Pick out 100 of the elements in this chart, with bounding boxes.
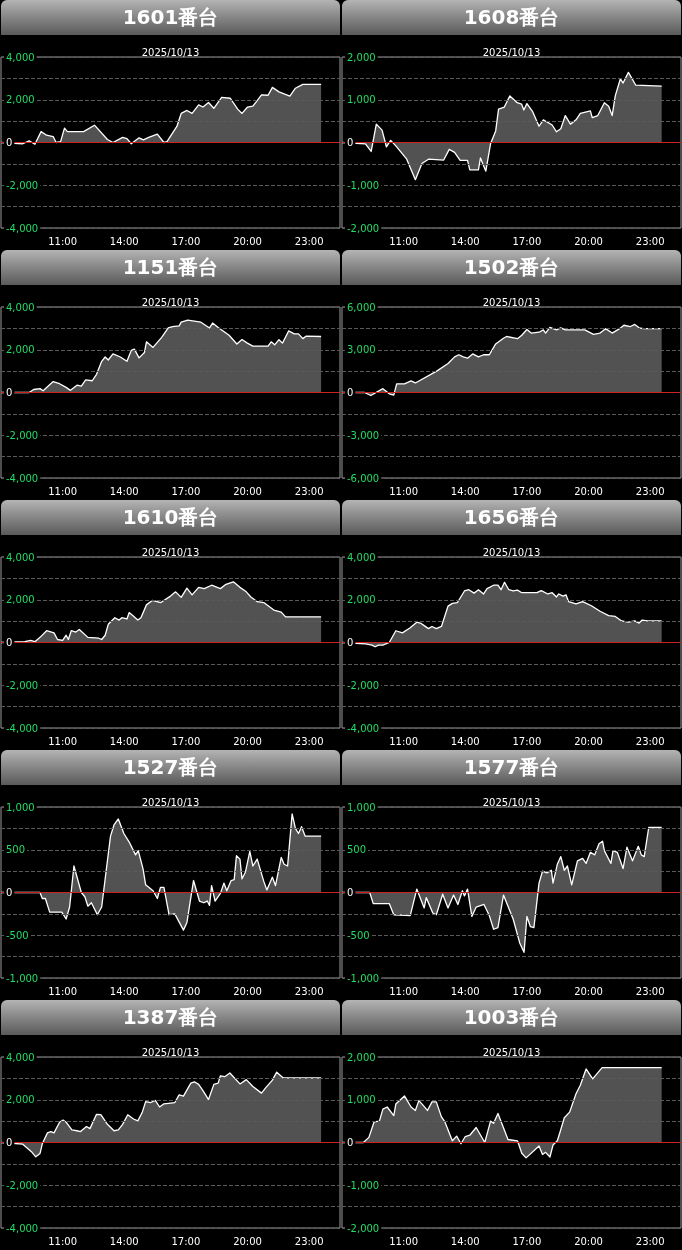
x-tick-label: 17:00 — [171, 1235, 201, 1247]
x-tick-label: 23:00 — [635, 985, 665, 997]
x-tick-label: 14:00 — [450, 1235, 480, 1247]
y-tick-label: 4,000 — [6, 301, 35, 313]
chart-subtitle: 2025/10/13 — [141, 546, 200, 558]
chart-subtitle: 2025/10/13 — [482, 296, 541, 308]
y-tick-label: 2,000 — [6, 344, 35, 356]
x-tick-label: 14:00 — [109, 1235, 139, 1247]
x-tick-label: 17:00 — [512, 235, 542, 247]
x-tick-label: 20:00 — [574, 735, 603, 747]
x-tick-label: 14:00 — [109, 485, 139, 497]
chart-title: 1527番台 — [1, 750, 340, 785]
x-tick-label: 20:00 — [574, 235, 603, 247]
chart-title: 1387番台 — [1, 1000, 340, 1035]
y-tick-label: 0 — [347, 887, 354, 898]
x-tick-label: 17:00 — [171, 485, 201, 497]
y-tick-label: -1,000 — [347, 972, 380, 984]
x-tick-label: 14:00 — [109, 985, 139, 997]
y-tick-label: 2,000 — [6, 1094, 35, 1106]
y-tick-label: -4,000 — [6, 722, 39, 734]
y-tick-label: -2,000 — [6, 1179, 39, 1191]
x-tick-label: 17:00 — [171, 235, 201, 247]
x-tick-label: 20:00 — [574, 985, 603, 997]
y-tick-label: -1,000 — [347, 179, 380, 191]
y-tick-label: -2,000 — [347, 679, 380, 691]
x-tick-label: 17:00 — [171, 985, 201, 997]
x-tick-label: 20:00 — [233, 485, 262, 497]
chart-subtitle: 2025/10/13 — [482, 796, 541, 808]
x-tick-label: 17:00 — [512, 485, 542, 497]
y-tick-label: 4,000 — [347, 551, 376, 563]
chart-subtitle: 2025/10/13 — [482, 546, 541, 558]
y-tick-label: -2,000 — [6, 179, 39, 191]
x-tick-label: 23:00 — [635, 485, 665, 497]
y-tick-label: -4,000 — [6, 472, 39, 484]
chart-title: 1601番台 — [1, 0, 340, 35]
x-tick-label: 23:00 — [635, 235, 665, 247]
y-tick-label: -500 — [347, 929, 370, 941]
y-tick-label: 6,000 — [347, 301, 376, 313]
chart-title: 1502番台 — [342, 250, 681, 285]
y-tick-label: 0 — [347, 637, 354, 648]
chart-subtitle: 2025/10/13 — [141, 1046, 200, 1058]
chart-subtitle: 2025/10/13 — [141, 296, 200, 308]
chart-title: 1577番台 — [342, 750, 681, 785]
y-tick-label: -500 — [6, 929, 29, 941]
y-tick-label: 1,000 — [347, 1094, 376, 1106]
y-tick-label: 1,000 — [6, 801, 35, 813]
x-tick-label: 20:00 — [233, 235, 262, 247]
y-tick-label: 4,000 — [6, 1051, 35, 1063]
y-tick-label: -6,000 — [347, 472, 380, 484]
y-tick-label: 2,000 — [347, 1051, 376, 1063]
x-tick-label: 11:00 — [389, 485, 419, 497]
x-tick-label: 14:00 — [109, 235, 139, 247]
y-tick-label: -3,000 — [347, 429, 380, 441]
x-tick-label: 23:00 — [294, 235, 324, 247]
y-tick-label: 500 — [347, 844, 367, 856]
x-tick-label: 20:00 — [233, 735, 262, 747]
y-tick-label: -1,000 — [6, 972, 39, 984]
y-tick-label: 2,000 — [6, 94, 35, 106]
y-tick-label: 4,000 — [6, 51, 35, 63]
y-tick-label: 0 — [347, 137, 354, 148]
y-tick-label: 4,000 — [6, 551, 35, 563]
x-tick-label: 14:00 — [450, 985, 480, 997]
x-tick-label: 11:00 — [389, 1235, 419, 1247]
y-tick-label: -2,000 — [6, 679, 39, 691]
y-tick-label: 0 — [6, 637, 13, 648]
x-tick-label: 20:00 — [574, 485, 603, 497]
x-tick-label: 11:00 — [48, 985, 78, 997]
chart-subtitle: 2025/10/13 — [141, 796, 200, 808]
y-tick-label: 500 — [6, 844, 26, 856]
x-tick-label: 23:00 — [635, 1235, 665, 1247]
y-tick-label: -4,000 — [6, 1222, 39, 1234]
y-tick-label: 2,000 — [347, 594, 376, 606]
x-tick-label: 23:00 — [635, 735, 665, 747]
chart-subtitle: 2025/10/13 — [141, 46, 200, 58]
y-tick-label: -2,000 — [347, 222, 380, 234]
y-tick-label: 2,000 — [6, 594, 35, 606]
y-tick-label: 0 — [347, 1137, 354, 1148]
x-tick-label: 14:00 — [109, 735, 139, 747]
y-tick-label: 1,000 — [347, 94, 376, 106]
y-tick-label: -2,000 — [347, 1222, 380, 1234]
x-tick-label: 17:00 — [512, 735, 542, 747]
x-tick-label: 14:00 — [450, 735, 480, 747]
x-tick-label: 20:00 — [233, 985, 262, 997]
x-tick-label: 20:00 — [233, 1235, 262, 1247]
chart-title: 1151番台 — [1, 250, 340, 285]
x-tick-label: 23:00 — [294, 1235, 324, 1247]
x-tick-label: 20:00 — [574, 1235, 603, 1247]
chart-subtitle: 2025/10/13 — [482, 1046, 541, 1058]
chart-title: 1003番台 — [342, 1000, 681, 1035]
y-tick-label: 0 — [347, 387, 354, 398]
y-tick-label: -4,000 — [6, 222, 39, 234]
y-tick-label: -4,000 — [347, 722, 380, 734]
x-tick-label: 11:00 — [48, 735, 78, 747]
x-tick-label: 17:00 — [512, 1235, 542, 1247]
chart-subtitle: 2025/10/13 — [482, 46, 541, 58]
x-tick-label: 23:00 — [294, 735, 324, 747]
y-tick-label: 0 — [6, 1137, 13, 1148]
y-tick-label: 0 — [6, 387, 13, 398]
y-tick-label: 0 — [6, 137, 13, 148]
x-tick-label: 23:00 — [294, 985, 324, 997]
